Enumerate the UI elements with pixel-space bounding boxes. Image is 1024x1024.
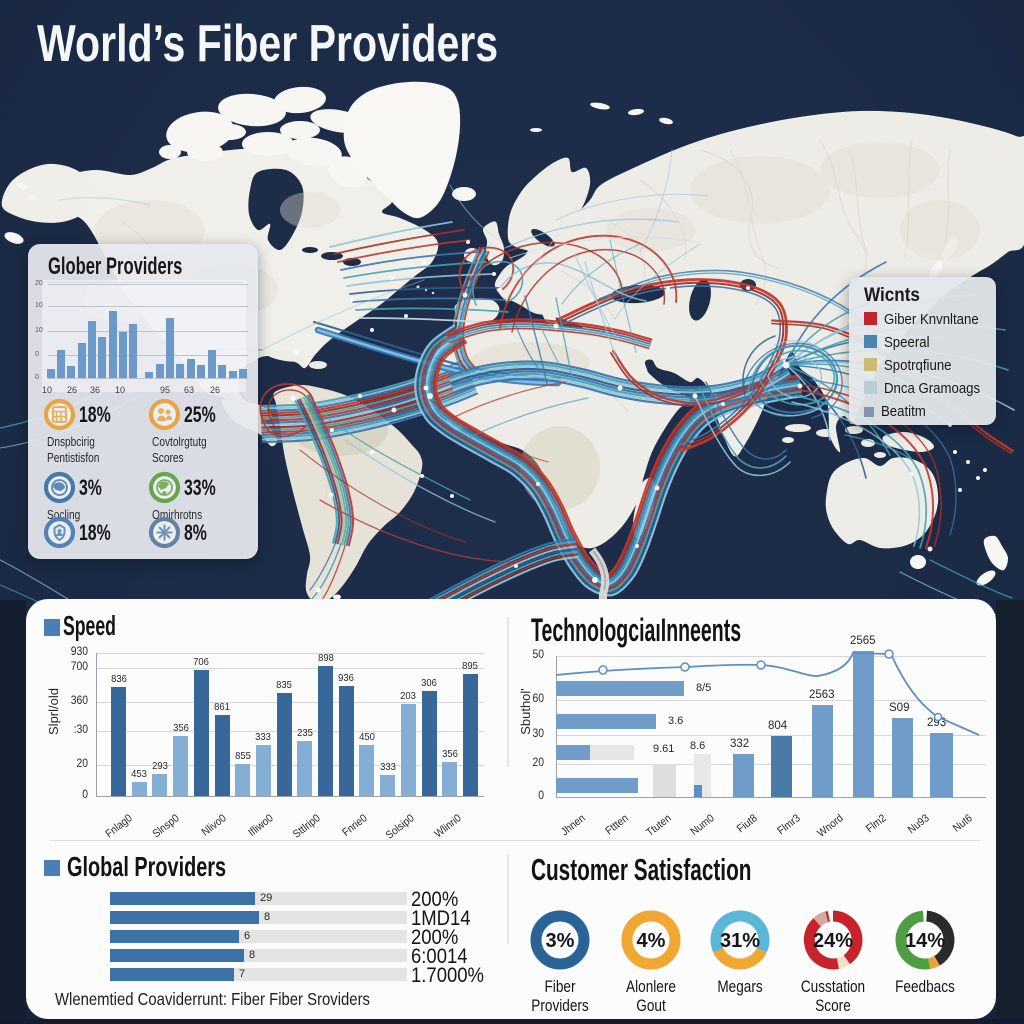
svg-text:3%: 3% bbox=[546, 930, 575, 952]
svg-text:31%: 31% bbox=[720, 930, 760, 952]
svg-text:14%: 14% bbox=[905, 930, 945, 952]
svg-text:4%: 4% bbox=[637, 930, 666, 952]
svg-text:24%: 24% bbox=[813, 930, 853, 952]
